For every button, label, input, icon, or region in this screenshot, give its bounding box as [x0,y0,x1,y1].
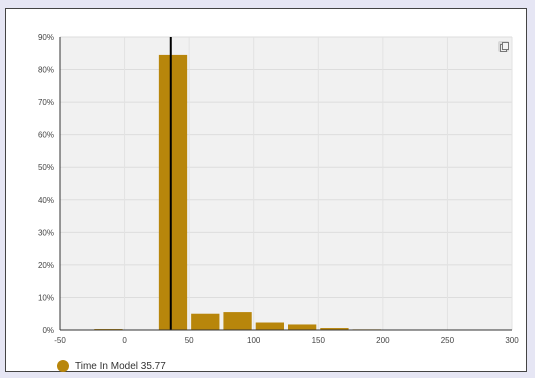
legend-label: Time In Model 35.77 [75,360,166,372]
y-tick-label: 60% [38,131,54,140]
y-tick-label: 80% [38,66,54,75]
y-tick-label: 20% [38,261,54,270]
legend[interactable]: Time In Model 35.77 [57,359,166,373]
y-tick-label: 10% [38,293,54,302]
x-tick-label: 200 [376,336,390,345]
histogram-bar [158,54,188,331]
plot-area [60,37,512,330]
legend-marker [57,360,69,372]
x-tick-label: 300 [505,336,519,345]
x-tick-label: 50 [185,336,194,345]
y-tick-label: 70% [38,98,54,107]
histogram-bar [255,322,284,330]
histogram-bar [223,312,252,330]
y-tick-label: 0% [42,326,54,335]
y-tick-label: 30% [38,228,54,237]
x-tick-label: 150 [312,336,326,345]
histogram-bar [320,328,349,330]
x-tick-label: -50 [54,336,66,345]
y-tick-label: 50% [38,163,54,172]
y-tick-labels: 0% 10% 20% 30% 40% 50% 60% 70% 80% 90% [38,33,54,335]
grid [60,36,513,330]
copy-icon[interactable] [498,41,509,52]
bars [94,54,381,331]
y-tick-label: 90% [38,33,54,42]
histogram-bar [191,313,220,330]
x-tick-label: 250 [441,336,455,345]
axes [59,37,512,331]
histogram-bar [288,324,317,330]
x-tick-label: 0 [122,336,127,345]
y-tick-label: 40% [38,196,54,205]
x-tick-labels: -50 0 50 100 150 200 250 300 [54,336,519,345]
x-tick-label: 100 [247,336,261,345]
